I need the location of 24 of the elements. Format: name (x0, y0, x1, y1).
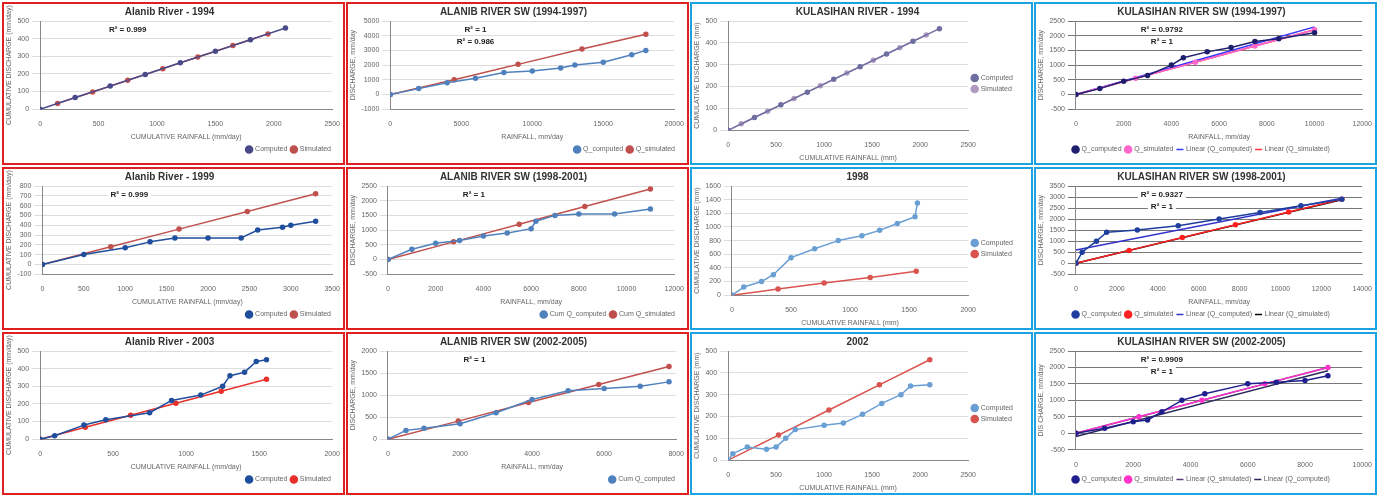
chart-title: Alanib River - 1999 (124, 170, 215, 182)
chart-title: Alanib River - 1994 (124, 5, 215, 17)
annotation: R² = 0.999 (110, 190, 149, 200)
annotation: R² = 1 (1150, 37, 1174, 47)
chart-title: 2002 (846, 335, 870, 347)
chart-title: ALANIB RIVER SW (1994-1997) (439, 5, 588, 17)
annotation: R² = 1 (464, 25, 488, 35)
annotation: R² = 1 (1150, 202, 1174, 212)
annotation: R² = 1 (463, 355, 486, 365)
chart-title: ALANIB RIVER SW (2002-2005) (439, 335, 588, 347)
annotation: R² = 0.9909 (1140, 355, 1184, 365)
chart-title: Alanib River - 2003 (124, 335, 215, 347)
annotation: R² = 0.9792 (1140, 25, 1184, 35)
annotation: R² = 1 (1150, 367, 1174, 377)
annotation: R² = 0.999 (108, 25, 148, 35)
annotation: R² = 0.986 (456, 37, 495, 47)
annotation: R² = 0.9327 (1140, 190, 1184, 200)
chart-title: 1998 (846, 170, 870, 182)
annotation: R² = 1 (462, 190, 486, 200)
chart-title: KULASIHAN RIVER - 1994 (795, 5, 920, 17)
chart-title: KULASIHAN RIVER SW (1994-1997) (1117, 5, 1286, 17)
chart-title: KULASIHAN RIVER SW (1998-2001) (1117, 170, 1286, 182)
chart-title: ALANIB RIVER SW (1998-2001) (439, 170, 588, 182)
chart-title: KULASIHAN RIVER SW (2002-2005) (1117, 335, 1286, 347)
